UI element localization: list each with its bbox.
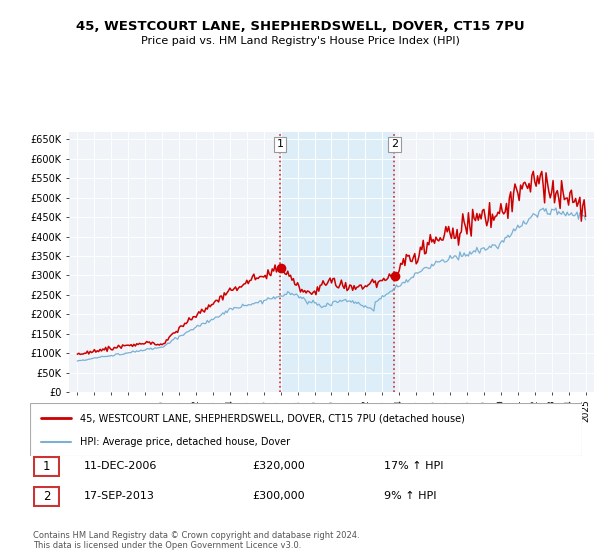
Text: 17% ↑ HPI: 17% ↑ HPI xyxy=(384,461,443,472)
Text: 2: 2 xyxy=(43,489,50,503)
Text: 2: 2 xyxy=(391,139,398,150)
FancyBboxPatch shape xyxy=(34,487,59,506)
Text: 11-DEC-2006: 11-DEC-2006 xyxy=(84,461,157,472)
Text: 1: 1 xyxy=(43,460,50,473)
Text: 1: 1 xyxy=(277,139,284,150)
Text: 9% ↑ HPI: 9% ↑ HPI xyxy=(384,491,437,501)
FancyBboxPatch shape xyxy=(30,403,582,456)
Text: Price paid vs. HM Land Registry's House Price Index (HPI): Price paid vs. HM Land Registry's House … xyxy=(140,36,460,46)
Text: Contains HM Land Registry data © Crown copyright and database right 2024.
This d: Contains HM Land Registry data © Crown c… xyxy=(33,531,359,550)
Text: £320,000: £320,000 xyxy=(252,461,305,472)
Text: 45, WESTCOURT LANE, SHEPHERDSWELL, DOVER, CT15 7PU (detached house): 45, WESTCOURT LANE, SHEPHERDSWELL, DOVER… xyxy=(80,413,464,423)
Text: 45, WESTCOURT LANE, SHEPHERDSWELL, DOVER, CT15 7PU: 45, WESTCOURT LANE, SHEPHERDSWELL, DOVER… xyxy=(76,20,524,32)
Text: HPI: Average price, detached house, Dover: HPI: Average price, detached house, Dove… xyxy=(80,437,290,447)
Text: £300,000: £300,000 xyxy=(252,491,305,501)
FancyBboxPatch shape xyxy=(34,457,59,476)
Bar xyxy=(280,132,394,392)
Text: 17-SEP-2013: 17-SEP-2013 xyxy=(84,491,155,501)
